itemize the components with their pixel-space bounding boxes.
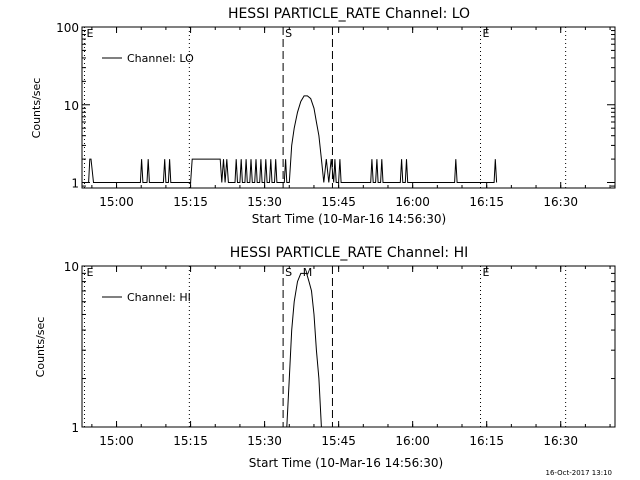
chart-panel-hi: HESSI PARTICLE_RATE Channel: HI Counts/s… <box>34 245 616 470</box>
y-tick-label: 10 <box>64 260 79 274</box>
footer-timestamp: 16-Oct-2017 13:10 <box>546 469 612 477</box>
x-tick-label: 15:00 <box>99 195 134 209</box>
x-axis-label: Start Time (10-Mar-16 14:56:30) <box>249 456 443 470</box>
y-tick-label: 10 <box>64 99 79 113</box>
y-tick-label: 1 <box>71 177 79 191</box>
x-tick-label: 16:15 <box>469 195 504 209</box>
plot-frame <box>81 26 616 189</box>
event-marker-label: M <box>303 266 313 279</box>
x-tick-label: 15:15 <box>173 434 208 448</box>
y-axis-label: Counts/sec <box>34 317 47 378</box>
plot-frame <box>81 265 616 428</box>
chart-title: HESSI PARTICLE_RATE Channel: LO <box>228 6 470 22</box>
series-line <box>82 95 498 183</box>
series-line <box>286 272 322 428</box>
x-tick-label: 16:00 <box>395 195 430 209</box>
event-marker-label: E <box>483 266 490 279</box>
chart-panel-lo: HESSI PARTICLE_RATE Channel: LO Counts/s… <box>30 6 616 226</box>
event-marker-label: S <box>285 266 292 279</box>
x-tick-label: 16:30 <box>543 434 578 448</box>
event-marker-label: S <box>285 27 292 40</box>
x-tick-label: 15:30 <box>247 195 282 209</box>
x-tick-label: 15:45 <box>321 195 356 209</box>
chart-title: HESSI PARTICLE_RATE Channel: HI <box>230 245 468 261</box>
event-marker-label: E <box>86 27 93 40</box>
event-marker-label: E <box>483 27 490 40</box>
x-tick-label: 16:00 <box>395 434 430 448</box>
event-marker-label: E <box>86 266 93 279</box>
x-tick-label: 16:15 <box>469 434 504 448</box>
legend-label: Channel: HI <box>127 291 191 304</box>
x-tick-label: 15:00 <box>99 434 134 448</box>
x-tick-label: 15:15 <box>173 195 208 209</box>
x-tick-label: 16:30 <box>543 195 578 209</box>
y-tick-label: 100 <box>56 21 79 35</box>
y-axis-label: Counts/sec <box>30 78 43 139</box>
legend-label: Channel: LO <box>127 52 194 65</box>
y-tick-label: 1 <box>71 421 79 435</box>
x-tick-label: 15:45 <box>321 434 356 448</box>
x-axis-label: Start Time (10-Mar-16 14:56:30) <box>252 212 446 226</box>
x-tick-label: 15:30 <box>247 434 282 448</box>
